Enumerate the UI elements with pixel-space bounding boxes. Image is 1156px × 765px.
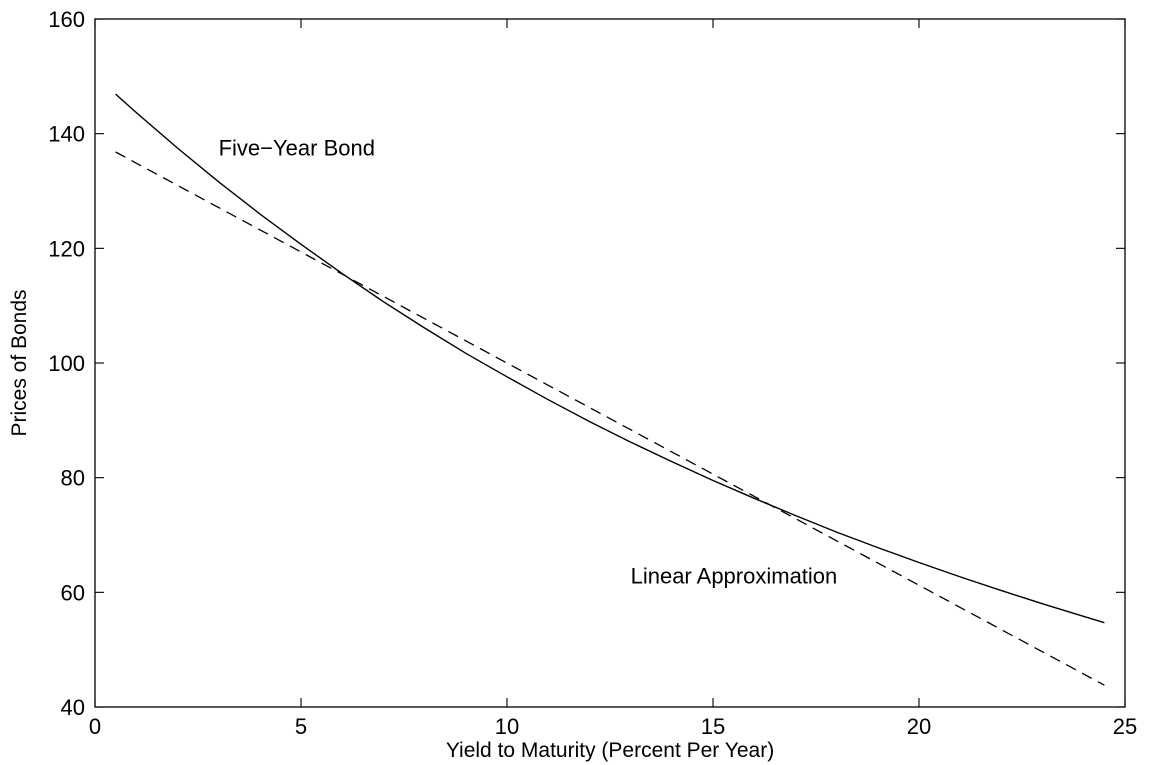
x-tick-label-2: 10 [495,714,519,739]
y-tick-label-0: 40 [61,695,85,720]
linear-approximation-line [115,151,1105,686]
x-tick-label-4: 20 [907,714,931,739]
series-group [115,93,1105,686]
annotation-group: Five−Year Bond Linear Approximation [219,135,838,588]
y-tick-label-6: 160 [48,7,85,32]
y-tick-label-3: 100 [48,351,85,376]
y-tick-label-2: 80 [61,466,85,491]
annotation-0: Five−Year Bond [219,135,375,160]
five-year-bond-line [115,93,1105,624]
x-tick-label-0: 0 [89,714,101,739]
y-axis-title: Prices of Bonds [8,289,31,436]
x-tick-label-5: 25 [1113,714,1137,739]
x-tick-label-1: 5 [295,714,307,739]
y-tick-label-1: 60 [61,580,85,605]
x-axis-title: Yield to Maturity (Percent Per Year) [446,739,774,762]
axis-ticks: 0 5 10 15 20 25 40 60 80 100 120 140 160 [48,7,1137,739]
x-tick-label-3: 15 [701,714,725,739]
annotation-1: Linear Approximation [631,564,838,589]
plot-frame [94,18,1126,708]
y-tick-label-4: 120 [48,236,85,261]
y-tick-label-5: 140 [48,122,85,147]
